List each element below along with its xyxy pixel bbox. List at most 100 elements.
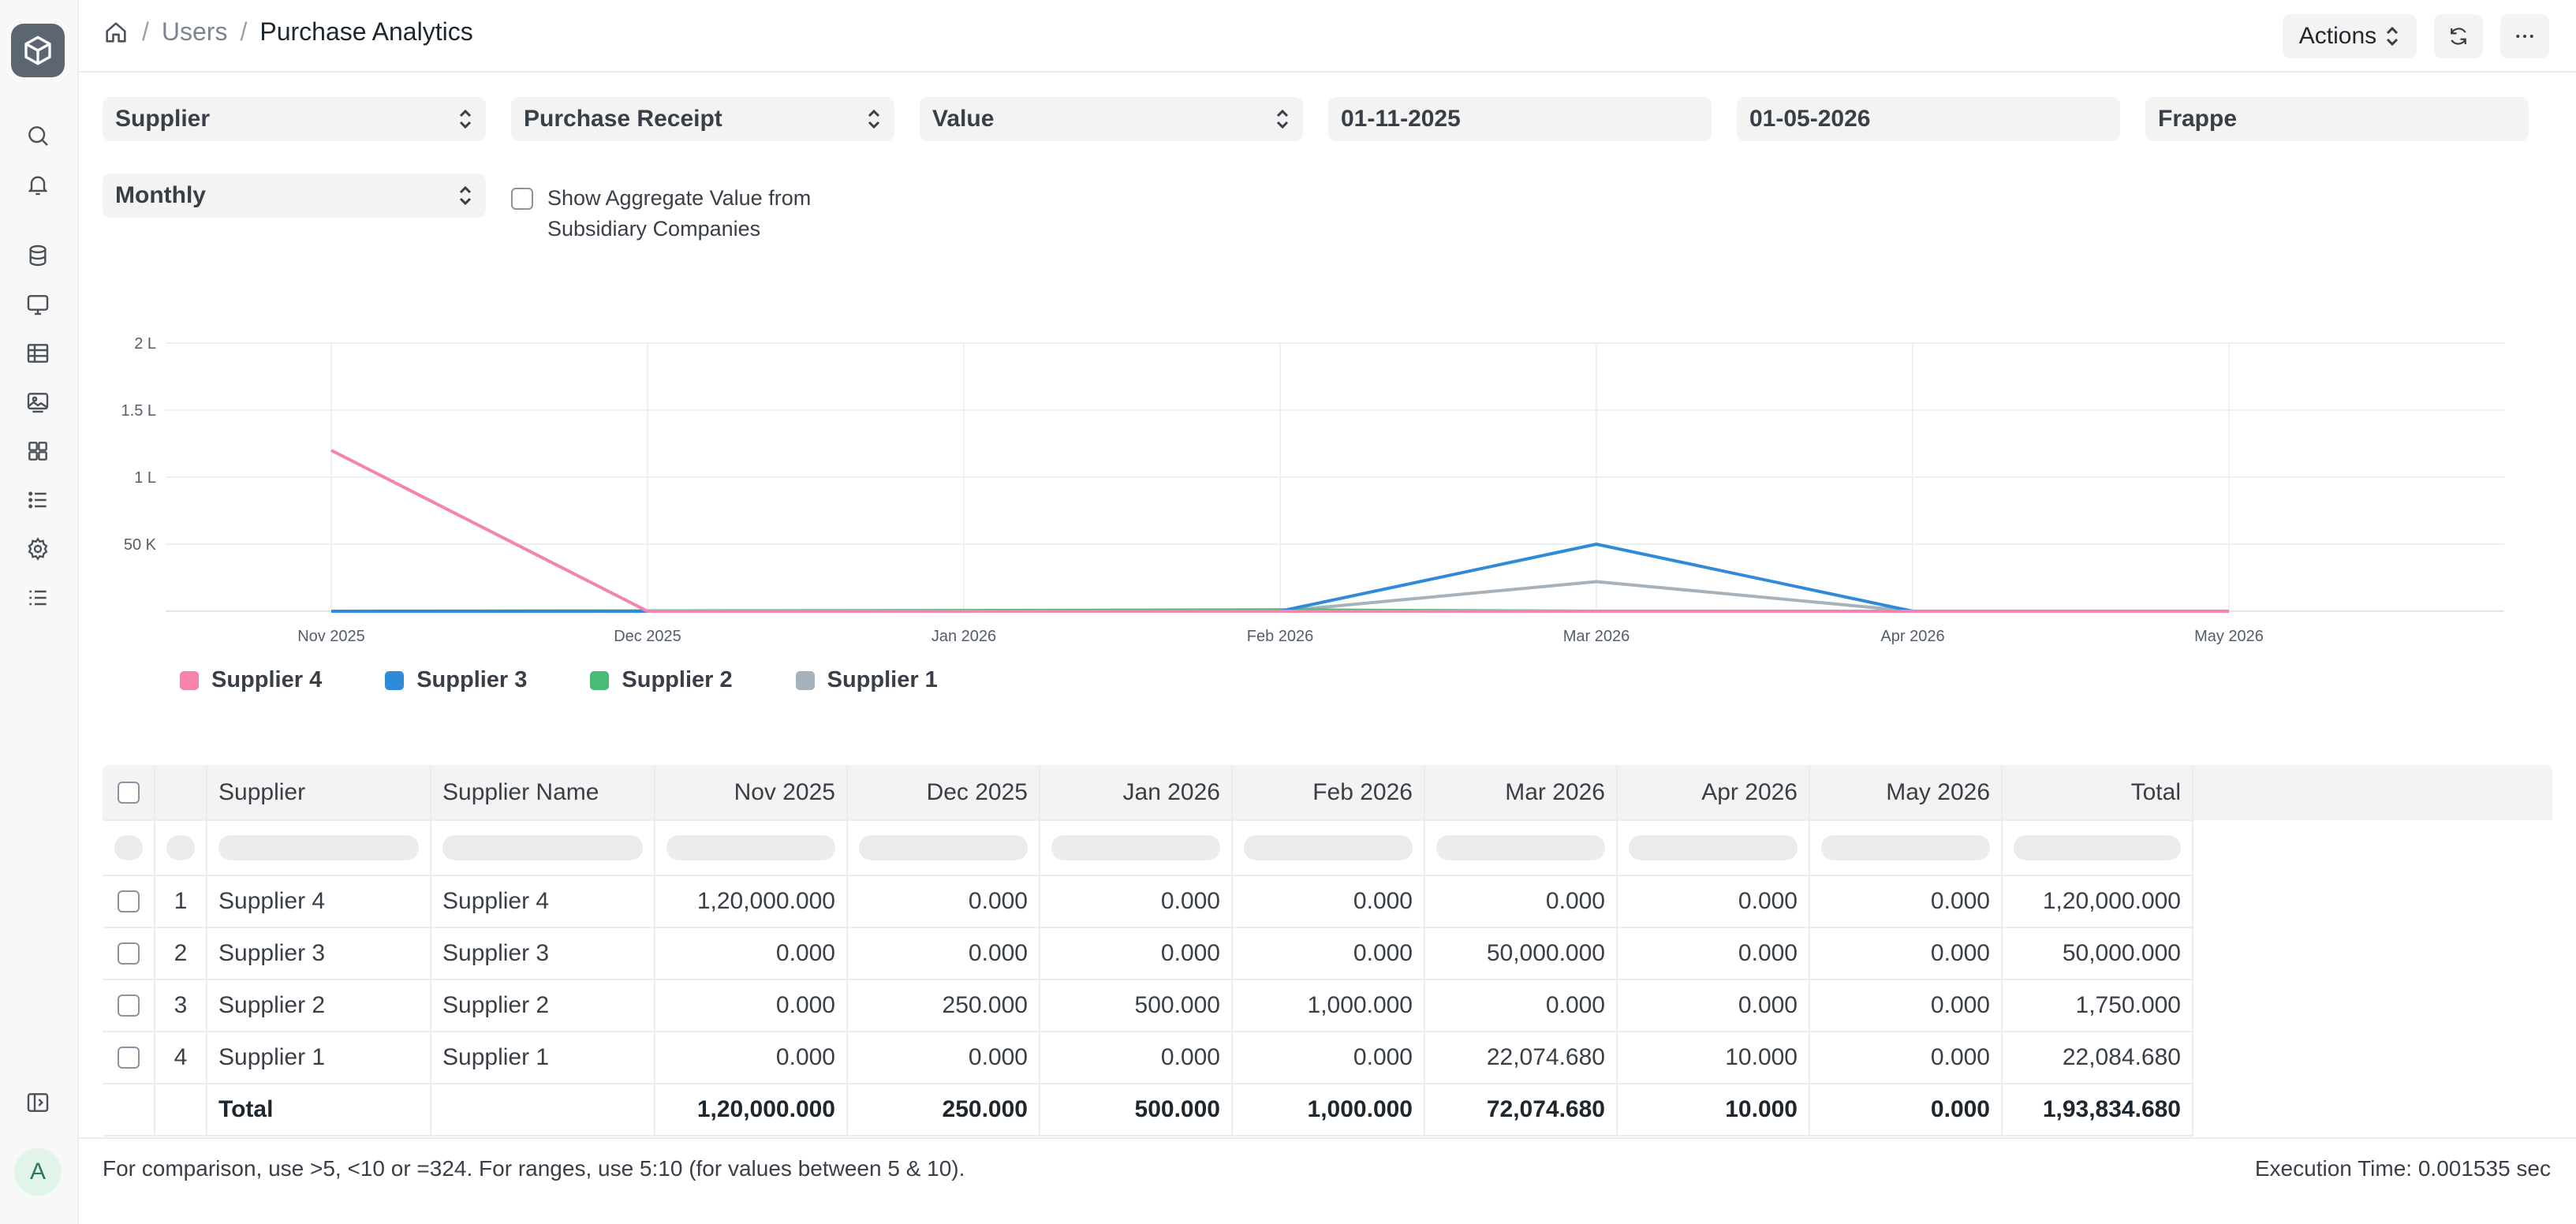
table-cell[interactable]: 0.000: [847, 875, 1040, 928]
column-filter-input[interactable]: [207, 820, 431, 876]
row-checkbox[interactable]: [117, 1047, 140, 1069]
tree-type-select[interactable]: Supplier: [103, 97, 486, 141]
show-aggregate-checkbox[interactable]: [511, 188, 533, 210]
column-header[interactable]: Apr 2026: [1617, 765, 1810, 821]
column-filter-input[interactable]: [1232, 820, 1425, 876]
table-cell[interactable]: 500.000: [1040, 980, 1233, 1032]
column-header[interactable]: Feb 2026: [1232, 765, 1425, 821]
table-cell[interactable]: 0.000: [1040, 1032, 1233, 1084]
chevron-updown-icon: [1275, 108, 1290, 130]
column-filter-input[interactable]: [1617, 820, 1810, 876]
table-cell[interactable]: 1,000.000: [1232, 980, 1425, 1032]
table-cell[interactable]: 0.000: [1809, 875, 2003, 928]
table-cell[interactable]: 1,20,000.000: [655, 875, 848, 928]
row-checkbox[interactable]: [117, 994, 140, 1017]
table-cell[interactable]: 1,20,000.000: [2002, 875, 2193, 928]
table-cell[interactable]: 0.000: [1040, 875, 1233, 928]
from-date-field[interactable]: 01-11-2025: [1328, 97, 1712, 141]
actions-button[interactable]: Actions: [2283, 14, 2417, 58]
bell-icon[interactable]: [22, 169, 54, 200]
company-field[interactable]: Frappe: [2145, 97, 2529, 141]
column-filter-input[interactable]: [431, 820, 655, 876]
table-cell[interactable]: 0.000: [1617, 980, 1810, 1032]
gear-icon[interactable]: [22, 533, 54, 565]
grid-icon[interactable]: [22, 435, 54, 467]
table-cell[interactable]: 0.000: [655, 927, 848, 980]
table-cell[interactable]: Supplier 3: [207, 927, 431, 980]
column-header[interactable]: Total: [2002, 765, 2193, 821]
table-cell[interactable]: 0.000: [655, 980, 848, 1032]
table-cell[interactable]: Supplier 2: [431, 980, 655, 1032]
refresh-button[interactable]: [2434, 14, 2483, 58]
row-checkbox[interactable]: [117, 890, 140, 912]
table-cell[interactable]: 0.000: [1424, 875, 1618, 928]
column-header[interactable]: May 2026: [1809, 765, 2003, 821]
column-filter-input[interactable]: [1040, 820, 1233, 876]
range-select[interactable]: Monthly: [103, 174, 486, 218]
table-cell[interactable]: 22,084.680: [2002, 1032, 2193, 1084]
table-row[interactable]: 3 Supplier 2 Supplier 2 0.000 250.000 500.000…: [103, 980, 2193, 1032]
table-cell[interactable]: 0.000: [1040, 927, 1233, 980]
table-cell[interactable]: 10.000: [1617, 1032, 1810, 1084]
row-checkbox[interactable]: [117, 942, 140, 965]
table-cell[interactable]: 0.000: [655, 1032, 848, 1084]
table-cell[interactable]: 0.000: [1232, 927, 1425, 980]
table-cell[interactable]: 50,000.000: [1424, 927, 1618, 980]
select-all-checkbox[interactable]: [117, 781, 140, 804]
search-icon[interactable]: [22, 120, 54, 151]
column-header[interactable]: Mar 2026: [1424, 765, 1618, 821]
table-cell[interactable]: 0.000: [1617, 927, 1810, 980]
table-cell[interactable]: Supplier 4: [207, 875, 431, 928]
table-row[interactable]: 2 Supplier 3 Supplier 3 0.000 0.000 0.000 0.00…: [103, 927, 2193, 980]
sidebar-toggle-icon[interactable]: [22, 1087, 54, 1118]
column-filter-input[interactable]: [847, 820, 1040, 876]
column-header[interactable]: Supplier Name: [431, 765, 655, 821]
more-button[interactable]: [2500, 14, 2549, 58]
legend-item[interactable]: Supplier 2: [590, 667, 733, 693]
table-cell[interactable]: 0.000: [1809, 980, 2003, 1032]
value-quantity-select[interactable]: Value: [920, 97, 1303, 141]
table-row[interactable]: 1 Supplier 4 Supplier 4 1,20,000.000 0.000 0.…: [103, 875, 2193, 928]
table-cell[interactable]: 0.000: [1232, 1032, 1425, 1084]
image-icon[interactable]: [22, 386, 54, 418]
legend-item[interactable]: Supplier 4: [180, 667, 322, 693]
table-cell[interactable]: 1,750.000: [2002, 980, 2193, 1032]
table-cell[interactable]: Supplier 3: [431, 927, 655, 980]
database-icon[interactable]: [22, 240, 54, 271]
table-cell[interactable]: Supplier 2: [207, 980, 431, 1032]
app-logo[interactable]: [11, 24, 65, 77]
table-cell[interactable]: 250.000: [847, 980, 1040, 1032]
legend-item[interactable]: Supplier 3: [385, 667, 527, 693]
table-cell[interactable]: 0.000: [1809, 927, 2003, 980]
table-cell[interactable]: Supplier 4: [431, 875, 655, 928]
column-header[interactable]: Nov 2025: [655, 765, 848, 821]
doc-type-select[interactable]: Purchase Receipt: [511, 97, 894, 141]
table-cell[interactable]: 0.000: [1232, 875, 1425, 928]
avatar[interactable]: A: [14, 1148, 62, 1196]
column-filter-input[interactable]: [1424, 820, 1618, 876]
table-cell[interactable]: 0.000: [1809, 1032, 2003, 1084]
column-header[interactable]: Jan 2026: [1040, 765, 1233, 821]
home-icon[interactable]: [103, 19, 129, 46]
table-cell[interactable]: 22,074.680: [1424, 1032, 1618, 1084]
column-header[interactable]: Dec 2025: [847, 765, 1040, 821]
list-icon[interactable]: [22, 484, 54, 516]
table-cell[interactable]: 0.000: [1424, 980, 1618, 1032]
column-filter-input[interactable]: [1809, 820, 2003, 876]
column-filter-input[interactable]: [2002, 820, 2193, 876]
legend-item[interactable]: Supplier 1: [795, 667, 938, 693]
column-filter-input[interactable]: [655, 820, 848, 876]
table-cell[interactable]: 0.000: [847, 927, 1040, 980]
table-cell[interactable]: Supplier 1: [431, 1032, 655, 1084]
list-check-icon[interactable]: [22, 582, 54, 614]
monitor-icon[interactable]: [22, 289, 54, 320]
table-icon[interactable]: [22, 338, 54, 369]
table-cell[interactable]: 0.000: [1617, 875, 1810, 928]
table-cell[interactable]: Supplier 1: [207, 1032, 431, 1084]
table-cell[interactable]: 0.000: [847, 1032, 1040, 1084]
to-date-field[interactable]: 01-05-2026: [1737, 97, 2120, 141]
breadcrumb-parent[interactable]: Users: [161, 17, 228, 46]
column-header[interactable]: Supplier: [207, 765, 431, 821]
table-cell[interactable]: 50,000.000: [2002, 927, 2193, 980]
table-row[interactable]: 4 Supplier 1 Supplier 1 0.000 0.000 0.000 0.00…: [103, 1032, 2193, 1084]
